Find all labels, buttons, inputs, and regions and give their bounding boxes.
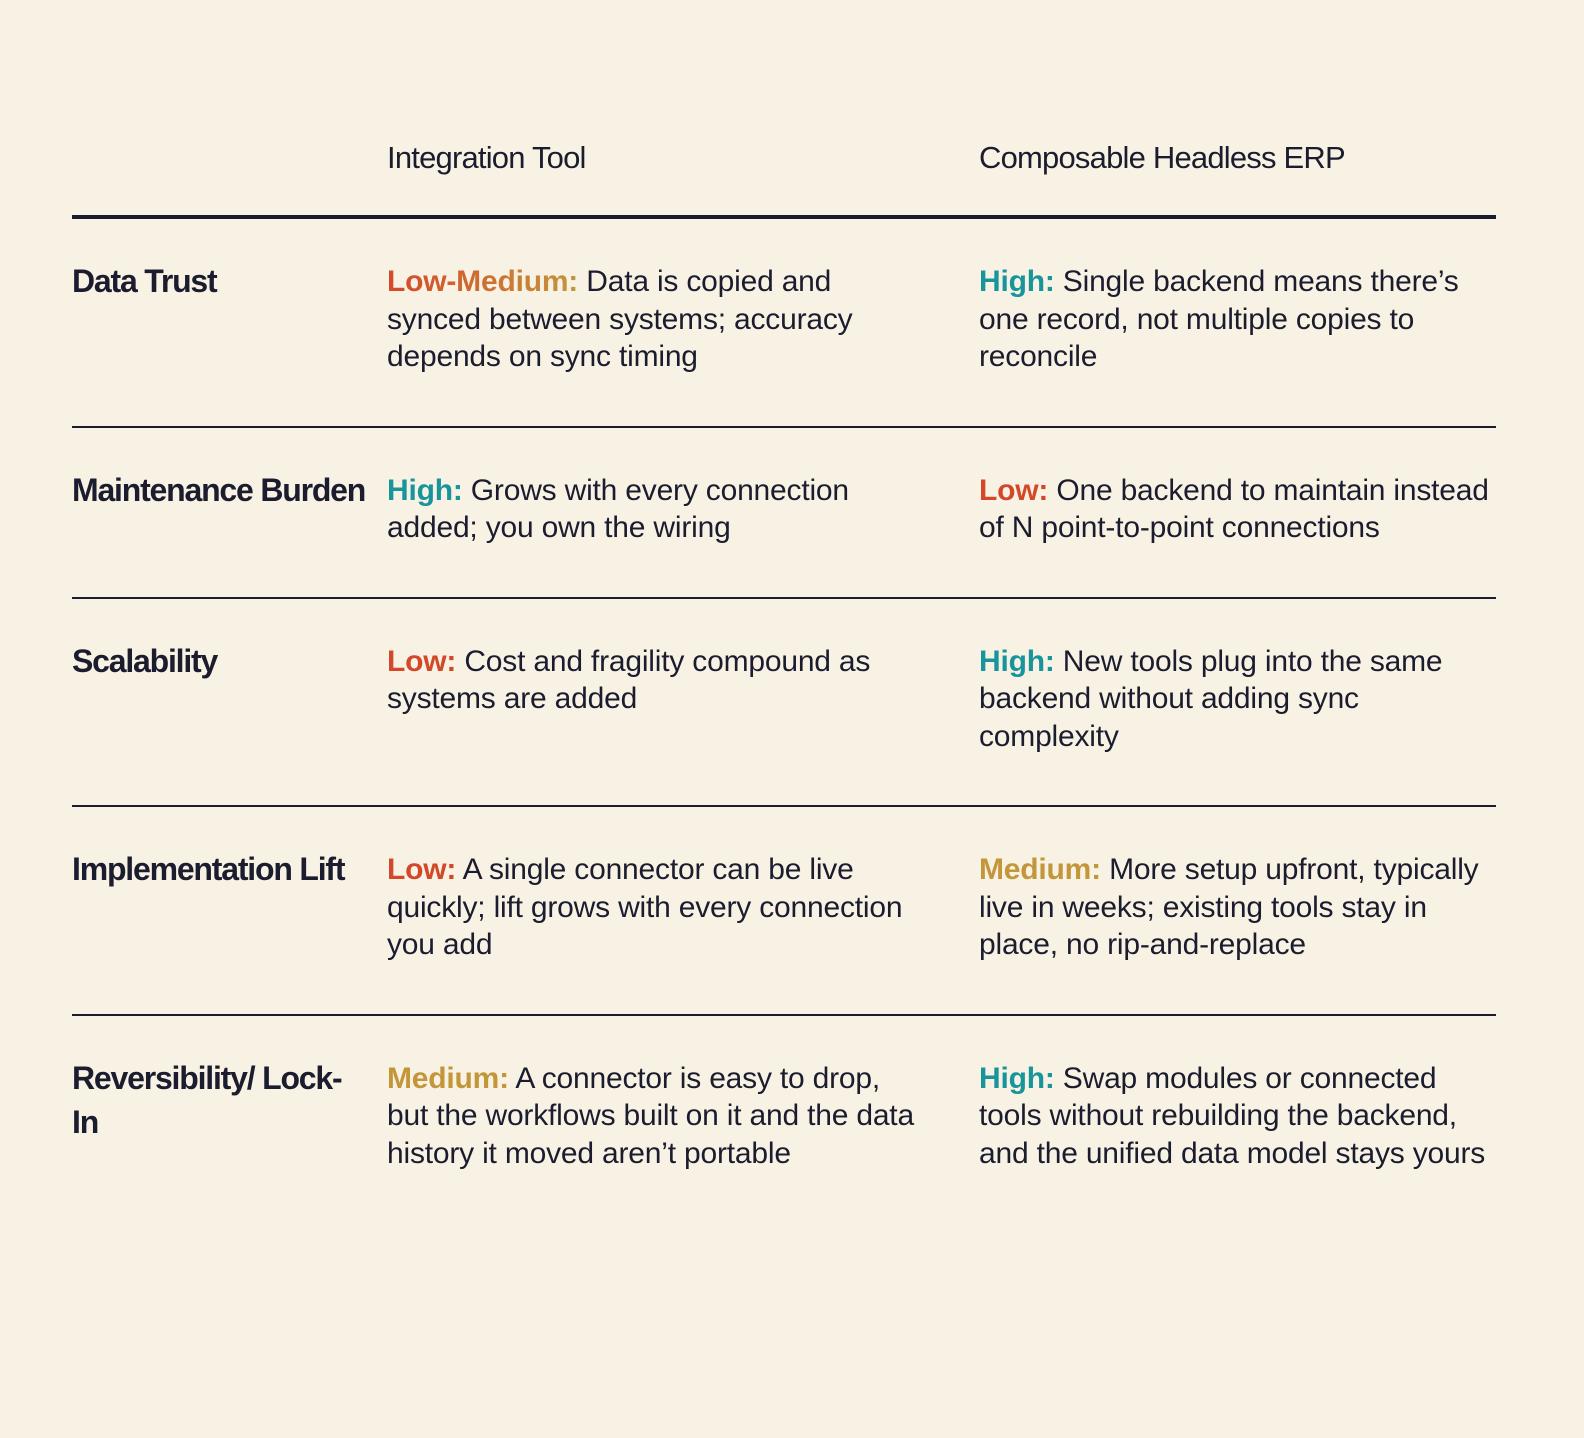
table-cell: High: Swap modules or connected tools wi… — [979, 1060, 1496, 1173]
row-label: Maintenance Burden — [72, 471, 366, 508]
table-cell: Medium: A connector is easy to drop, but… — [387, 1060, 979, 1173]
row-label: Implementation Lift — [72, 851, 346, 887]
table-row: Scalability Low: Cost and fragility compo… — [72, 599, 1496, 807]
row-label: Scalability — [72, 642, 218, 679]
table-cell: High: New tools plug into the same backe… — [979, 643, 1496, 756]
cell-text: A connector is easy to drop, but the wor… — [387, 1061, 914, 1170]
cell-text: Single backend means there’s one record,… — [979, 265, 1459, 373]
table-cell: Low: Cost and fragility compound as syst… — [387, 643, 979, 756]
table-cell: High: Grows with every connection added;… — [387, 472, 979, 547]
cell-text: New tools plug into the same backend wit… — [979, 644, 1443, 753]
cell-text: Swap modules or connected tools without … — [979, 1061, 1486, 1170]
table-row: Data Trust Low-Medium: Data is copied and… — [72, 219, 1496, 428]
rating: High: — [979, 1061, 1055, 1095]
row-label: Reversibility/ Lock-In — [72, 1059, 343, 1140]
cell-text: A single connector can be live quickly; … — [387, 853, 903, 961]
rating: Low: — [979, 473, 1049, 507]
table-cell: Low-Medium: Data is copied and synced be… — [387, 263, 979, 376]
cell-text: More setup upfront, typically live in we… — [979, 853, 1479, 961]
rating: Medium: — [979, 853, 1101, 886]
table-cell: Low: A single connector can be live quic… — [387, 851, 979, 964]
cell-text: Grows with every connection added; you o… — [387, 473, 849, 545]
rating: High: — [387, 473, 463, 507]
cell-text: One backend to maintain instead of N poi… — [979, 473, 1489, 545]
table-row: Implementation Lift Low: A single connect… — [72, 807, 1496, 1016]
comparison-table: Integration Tool Composable Headless ERP… — [72, 130, 1496, 1222]
table-cell: High: Single backend means there’s one r… — [979, 263, 1496, 376]
rating: High: — [979, 644, 1055, 678]
cell-text: Cost and fragility compound as systems a… — [387, 644, 871, 716]
rating: Low-Medium: — [387, 265, 579, 298]
rating: Low: — [387, 644, 457, 678]
table-row: Maintenance Burden High: Grows with every… — [72, 428, 1496, 599]
cell-text: Data is copied and synced between system… — [387, 265, 853, 373]
row-label: Data Trust — [72, 263, 218, 299]
header-spacer — [72, 130, 387, 215]
header-row: Integration Tool Composable Headless ERP — [72, 130, 1496, 219]
table-cell: Low: One backend to maintain instead of … — [979, 472, 1496, 547]
rating: Low: — [387, 853, 457, 886]
rating: Medium: — [387, 1061, 509, 1095]
table-row: Reversibility/ Lock-In Medium: A connecto… — [72, 1016, 1496, 1223]
rating: High: — [979, 265, 1055, 298]
table-cell: Medium: More setup upfront, typically li… — [979, 851, 1496, 964]
column-header: Integration Tool — [387, 140, 586, 175]
column-header: Composable Headless ERP — [979, 140, 1346, 175]
